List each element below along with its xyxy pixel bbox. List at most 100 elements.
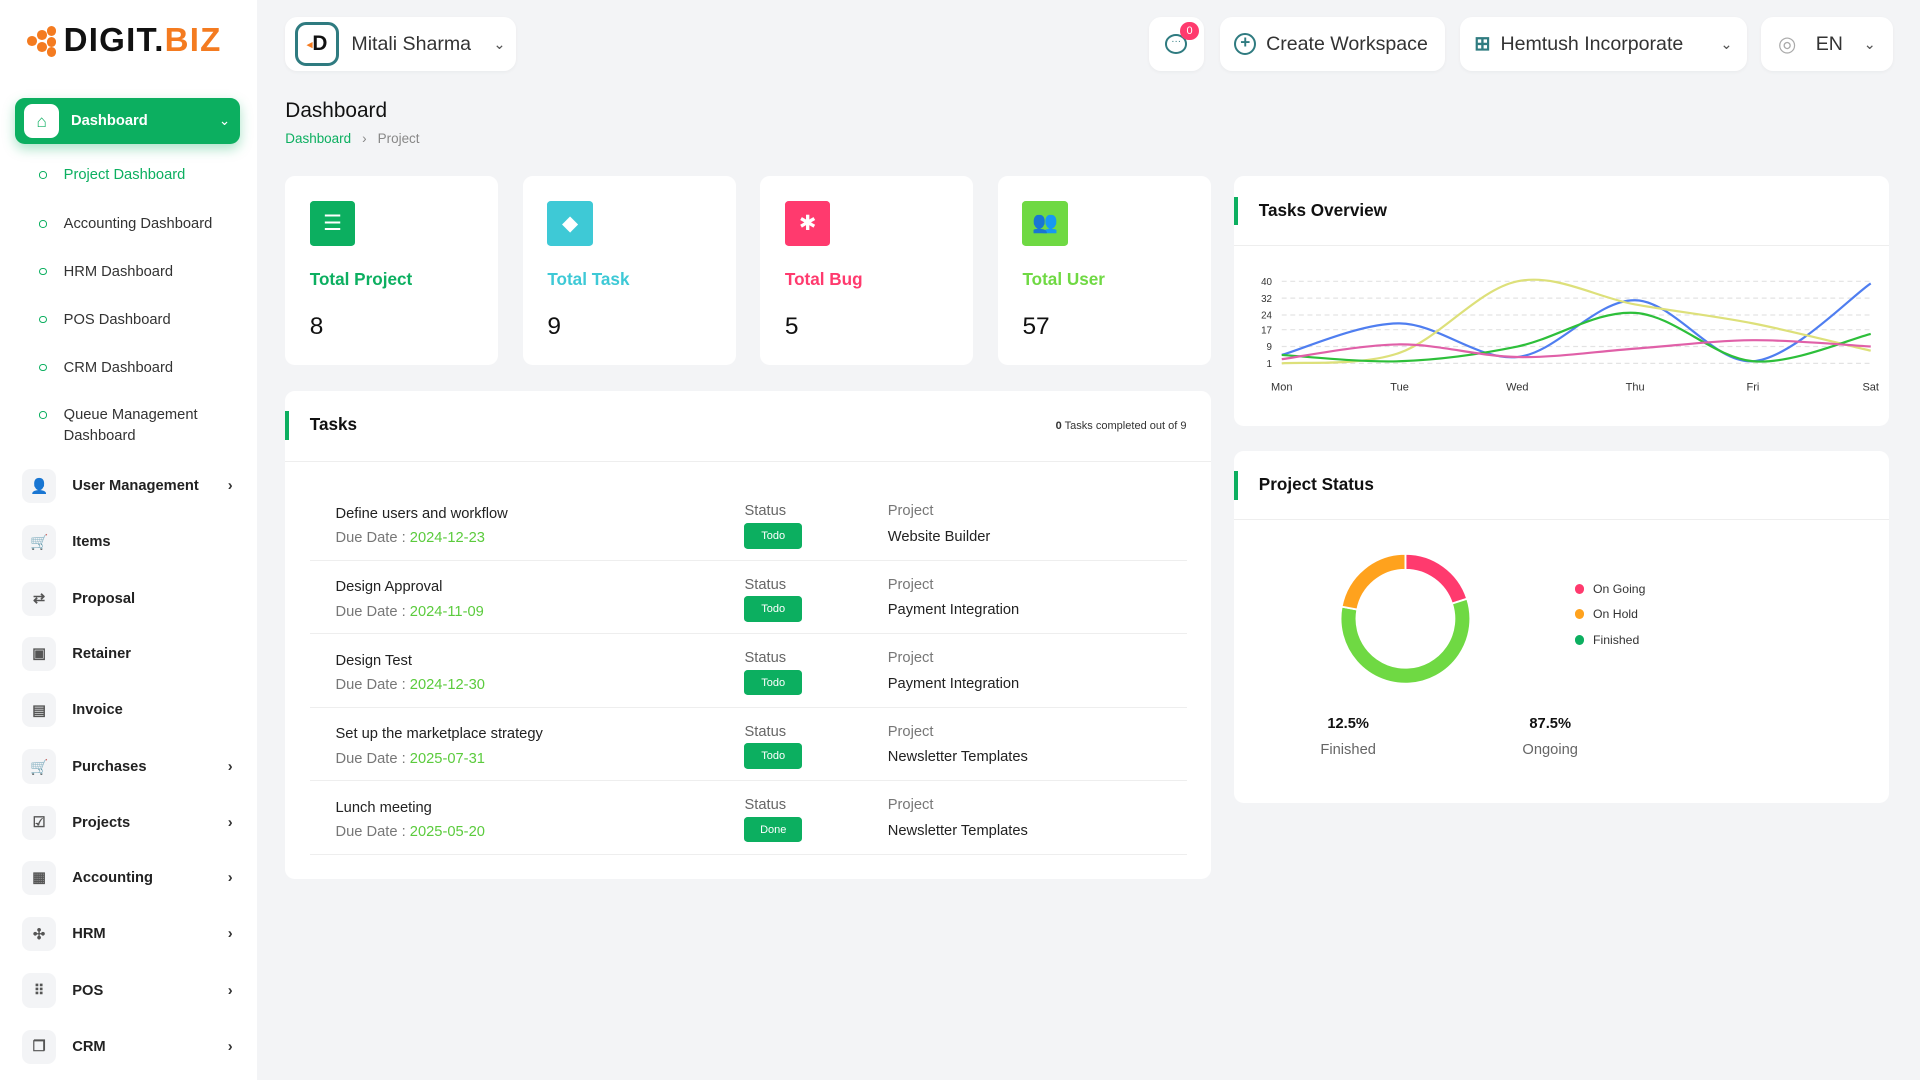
stat-value: 5 xyxy=(784,313,799,341)
sidebar-item-label: Projects xyxy=(72,814,131,831)
breadcrumb-dashboard[interactable]: Dashboard xyxy=(285,131,352,147)
user-switcher[interactable]: ◂ D Mitali Sharma ⌄ xyxy=(285,17,516,72)
stat-card[interactable]: ◆ Total Task 9 xyxy=(522,176,736,365)
sidebar-item[interactable]: ▤ Invoice xyxy=(22,692,233,729)
sidebar-item[interactable]: 👤 User Management › xyxy=(22,468,233,505)
sidebar-item[interactable]: 🛒 Purchases › xyxy=(22,748,233,785)
project-name: Payment Integration xyxy=(887,602,1020,619)
x-tick-label: Tue xyxy=(1391,382,1410,394)
sidebar-subitem[interactable]: Project Dashboard xyxy=(39,165,247,186)
sidebar-item[interactable]: 🛒 Items xyxy=(22,524,233,561)
donut-slice[interactable] xyxy=(1339,597,1472,685)
task-due-date: Due Date : 2024-12-30 xyxy=(335,677,485,694)
legend-item[interactable]: Finished xyxy=(1574,633,1639,647)
task-name[interactable]: Define users and workflow xyxy=(335,505,508,522)
task-due-date: Due Date : 2025-05-20 xyxy=(335,824,485,841)
task-name[interactable]: Design Approval xyxy=(335,579,443,596)
project-status-chart xyxy=(1339,552,1472,685)
donut-slice[interactable] xyxy=(1404,552,1469,605)
status-label: Status xyxy=(744,650,787,667)
task-row[interactable]: Design Test Due Date : 2024-12-30 Status To… xyxy=(309,634,1187,708)
project-name: Newsletter Templates xyxy=(887,749,1028,766)
chevron-down-icon: ⌄ xyxy=(1720,36,1733,53)
legend-item[interactable]: On Going xyxy=(1574,582,1645,596)
y-tick-label: 9 xyxy=(1267,343,1272,354)
donut-slice[interactable] xyxy=(1340,552,1407,611)
series-line xyxy=(1281,282,1872,363)
task-row[interactable]: Define users and workflow Due Date : 2024… xyxy=(309,487,1187,561)
legend-dot-icon xyxy=(1574,583,1585,594)
project-label: Project xyxy=(887,503,934,520)
sidebar-item-label: Items xyxy=(72,534,111,551)
task-name[interactable]: Set up the marketplace strategy xyxy=(335,726,543,743)
sidebar-item[interactable]: ⇄ Proposal xyxy=(22,580,233,617)
task-name[interactable]: Lunch meeting xyxy=(335,799,432,816)
legend-item[interactable]: On Hold xyxy=(1574,607,1638,621)
status-badge: Done xyxy=(744,816,803,843)
sidebar-item[interactable]: ▦ Accounting › xyxy=(22,860,233,897)
brand-logo[interactable]: DIGIT. BIZ xyxy=(26,22,222,60)
tasks-card: Tasks 0 Tasks completed out of 9 Define … xyxy=(285,390,1211,880)
task-row[interactable]: Design Approval Due Date : 2024-11-09 Stat… xyxy=(309,561,1187,635)
stat-card[interactable]: ✱ Total Bug 5 xyxy=(760,176,974,365)
task-name[interactable]: Design Test xyxy=(335,652,412,669)
sidebar-subitem[interactable]: Queue Management Dashboard xyxy=(39,405,247,447)
proposal-icon: ⇄ xyxy=(22,581,57,616)
bullet-icon xyxy=(39,171,47,179)
page-title: Dashboard xyxy=(285,99,388,123)
stat-card[interactable]: 👥 Total User 57 xyxy=(997,176,1211,365)
stat-card[interactable]: ☰ Total Project 8 xyxy=(285,176,499,365)
series-line xyxy=(1281,278,1872,365)
sidebar-item[interactable]: ▣ Retainer xyxy=(22,636,233,673)
sidebar-subitem[interactable]: HRM Dashboard xyxy=(39,262,247,283)
sidebar-item-dashboard[interactable]: ⌂ Dashboard ⌄ xyxy=(14,97,240,145)
sidebar-subitem-label: Queue Management Dashboard xyxy=(63,407,198,445)
layers-icon: ❐ xyxy=(22,1029,57,1065)
status-badge: Todo xyxy=(744,522,803,549)
project-status-card: Project Status xyxy=(1234,450,1890,804)
sidebar-subitem[interactable]: Accounting Dashboard xyxy=(39,214,247,235)
project-status-stat: 12.5% Finished xyxy=(1320,716,1376,759)
task-row[interactable]: Set up the marketplace strategy Due Date … xyxy=(309,708,1187,782)
bullet-icon xyxy=(39,315,47,324)
x-tick-label: Fri xyxy=(1747,382,1760,394)
bullet-icon xyxy=(39,411,47,419)
y-tick-label: 1 xyxy=(1267,359,1272,370)
tag-icon: ◆ xyxy=(547,200,593,247)
sidebar-subitem-label: Accounting Dashboard xyxy=(63,216,213,233)
bullet-icon xyxy=(39,363,47,371)
user-avatar: ◂ D xyxy=(295,22,340,67)
sidebar-subitem[interactable]: CRM Dashboard xyxy=(39,358,247,379)
status-label: Status xyxy=(744,723,787,740)
stat-value: 8 xyxy=(309,313,324,341)
bug-icon: ✱ xyxy=(784,200,831,247)
project-label: Project xyxy=(887,723,934,740)
status-label: Status xyxy=(744,797,787,814)
tasks-overview-title: Tasks Overview xyxy=(1258,199,1387,220)
series-line xyxy=(1281,312,1872,363)
users-icon: 👥 xyxy=(1022,200,1068,247)
sidebar-item[interactable]: ☑ Projects › xyxy=(22,804,233,841)
sidebar-subitem[interactable]: POS Dashboard xyxy=(39,310,247,331)
status-label: Status xyxy=(744,576,787,593)
task-row[interactable]: Lunch meeting Due Date : 2025-05-20 Status… xyxy=(309,781,1187,855)
sidebar-item-label: POS xyxy=(72,982,104,999)
project-status-stat: 87.5% Ongoing xyxy=(1522,716,1578,759)
project-status-title: Project Status xyxy=(1258,473,1374,494)
stat-label: Total Project xyxy=(309,269,413,290)
messages-button[interactable]: ··· 0 xyxy=(1148,17,1204,72)
sidebar-item[interactable]: ❐ CRM › xyxy=(22,1029,233,1066)
company-switcher[interactable]: ⊞ Hemtush Incorporate ⌄ xyxy=(1459,17,1748,72)
tasks-title: Tasks xyxy=(309,413,358,434)
create-workspace-button[interactable]: + Create Workspace xyxy=(1219,17,1445,72)
plus-circle-icon: + xyxy=(1234,33,1257,56)
sidebar-subitem-label: POS Dashboard xyxy=(63,311,171,328)
legend-dot-icon xyxy=(1574,609,1585,620)
sidebar-item[interactable]: ⠿ POS › xyxy=(22,972,233,1009)
status-badge: Todo xyxy=(744,596,803,623)
language-switcher[interactable]: ◎ EN ⌄ xyxy=(1760,17,1894,72)
chevron-right-icon: › xyxy=(227,814,233,831)
sidebar-item[interactable]: ✣ HRM › xyxy=(22,916,233,953)
legend-dot-icon xyxy=(1574,635,1585,645)
chevron-right-icon: › xyxy=(227,869,233,886)
